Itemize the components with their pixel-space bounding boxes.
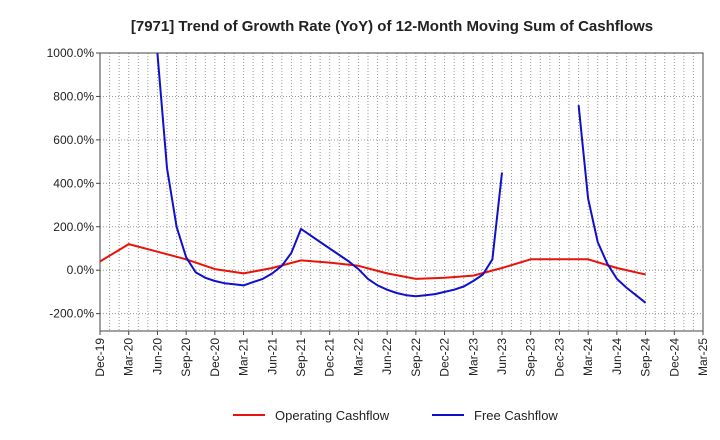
x-tick-label: Dec-19 — [93, 338, 107, 377]
axes: 1000.0% 800.0% 600.0% 400.0% 200.0% 0.0% -200.… — [47, 46, 710, 377]
x-tick-label: Jun-21 — [265, 338, 279, 375]
x-tick-label: Jun-20 — [150, 338, 164, 375]
y-tick-label: 200.0% — [53, 220, 94, 234]
x-tick-label: Sep-23 — [524, 338, 538, 377]
legend-label-operating-cashflow: Operating Cashflow — [275, 408, 390, 423]
x-tick-label: Sep-24 — [639, 338, 653, 377]
x-tick-label: Dec-20 — [208, 338, 222, 377]
y-tick-label: 0.0% — [67, 263, 95, 277]
free-cashflow-line — [156, 52, 503, 298]
x-tick-label: Dec-22 — [438, 338, 452, 377]
y-tick-label: 1000.0% — [47, 46, 95, 60]
legend-label-free-cashflow: Free Cashflow — [474, 408, 558, 423]
x-tick-label: Sep-20 — [179, 338, 193, 377]
grid — [100, 53, 703, 331]
free-cashflow-line — [577, 104, 647, 304]
x-tick-label: Sep-22 — [409, 338, 423, 377]
x-tick-label: Jun-23 — [495, 338, 509, 375]
legend: Operating Cashflow Free Cashflow — [233, 408, 558, 423]
x-tick-label: Mar-24 — [581, 338, 595, 376]
y-tick-label: 400.0% — [53, 176, 94, 190]
x-tick-label: Dec-24 — [667, 338, 681, 377]
x-tick-label: Dec-23 — [552, 338, 566, 377]
chart-title: [7971] Trend of Growth Rate (YoY) of 12-… — [131, 18, 653, 35]
x-tick-label: Mar-23 — [466, 338, 480, 376]
series-lines — [99, 52, 647, 304]
x-tick-label: Sep-21 — [294, 338, 308, 377]
x-tick-label: Mar-25 — [696, 338, 710, 376]
x-tick-label: Dec-21 — [323, 338, 337, 377]
y-tick-label: 600.0% — [53, 133, 94, 147]
x-tick-label: Jun-24 — [610, 338, 624, 375]
y-tick-label: 800.0% — [53, 89, 94, 103]
x-tick-label: Mar-22 — [351, 338, 365, 376]
plot-frame — [99, 52, 704, 332]
x-tick-label: Jun-22 — [380, 338, 394, 375]
x-tick-label: Mar-20 — [122, 338, 136, 376]
operating-cashflow-line — [99, 243, 646, 280]
x-tick-label: Mar-21 — [237, 338, 251, 376]
y-tick-label: -200.0% — [49, 307, 94, 321]
